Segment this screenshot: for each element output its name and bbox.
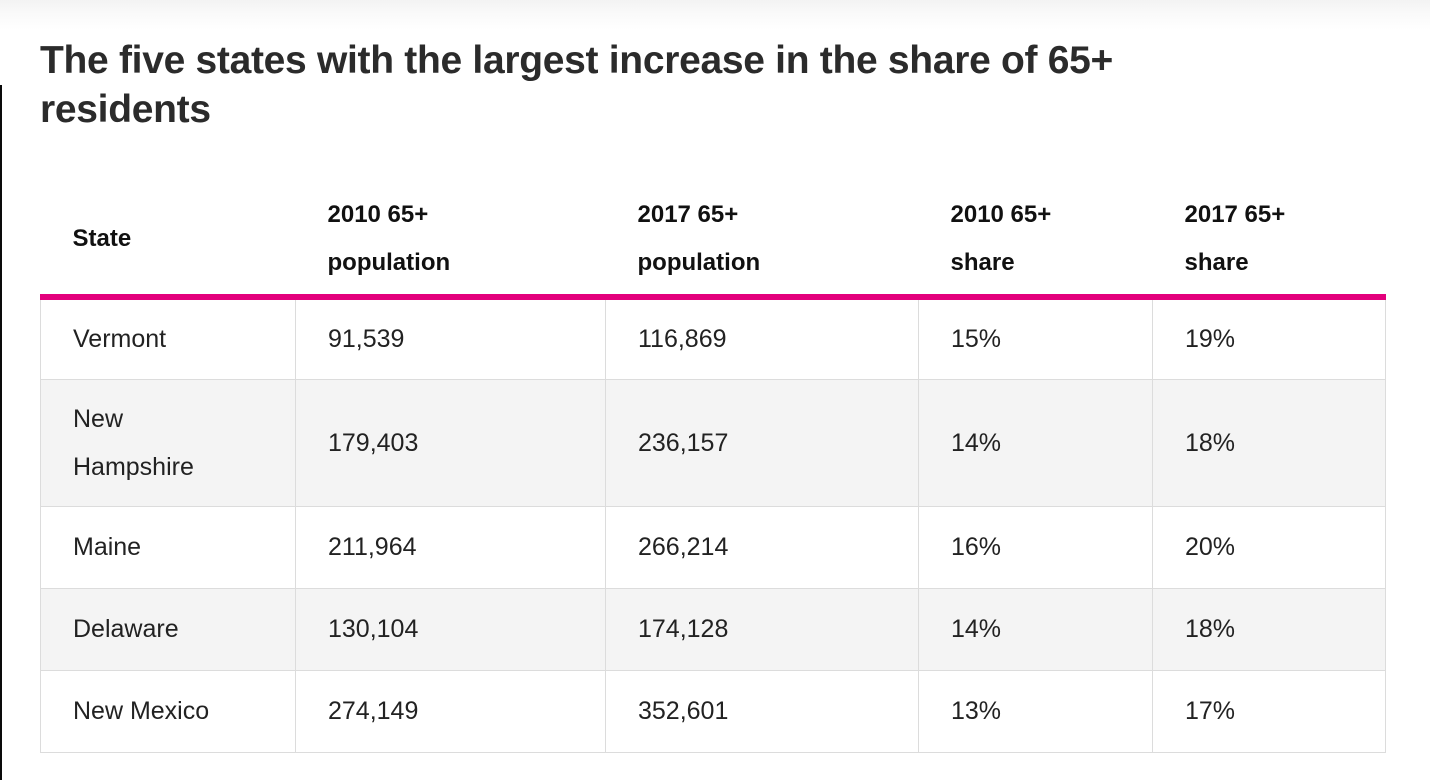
share-2017-cell: 17% [1152,670,1386,753]
state-cell: New Hampshire [40,379,296,507]
share-2010-cell: 16% [918,506,1153,589]
table-row: Delaware 130,104 174,128 14% 18% [40,588,1386,671]
table-header: State 2010 65+ population 2017 65+ popul… [40,184,1386,300]
state-cell: Delaware [40,588,296,671]
pop-2017-cell: 174,128 [605,588,919,671]
share-2010-cell: 14% [918,588,1153,671]
article-content: The five states with the largest increas… [40,39,1386,753]
pop-2017-cell: 236,157 [605,379,919,507]
share-2010-cell: 15% [918,297,1153,380]
share-2017-cell: 18% [1152,379,1386,507]
top-gradient-band [0,0,1430,30]
header-row: State 2010 65+ population 2017 65+ popul… [40,184,1386,300]
pop-2010-cell: 179,403 [295,379,606,507]
table-row: New Hampshire 179,403 236,157 14% 18% [40,379,1386,507]
share-2017-cell: 18% [1152,588,1386,671]
pop-2010-cell: 274,149 [295,670,606,753]
table-row: New Mexico 274,149 352,601 13% 17% [40,670,1386,753]
pop-2010-cell: 130,104 [295,588,606,671]
state-cell: Vermont [40,297,296,380]
page-title: The five states with the largest increas… [40,39,1114,131]
column-header-pop-2017: 2017 65+ population [605,184,919,300]
share-2010-cell: 13% [918,670,1153,753]
pop-2010-cell: 211,964 [295,506,606,589]
table-row: Vermont 91,539 116,869 15% 19% [40,297,1386,380]
column-header-state: State [40,184,296,300]
window-left-edge [0,85,2,780]
share-2017-cell: 19% [1152,297,1386,380]
column-header-share-2017: 2017 65+ share [1152,184,1386,300]
column-header-pop-2010: 2010 65+ population [295,184,606,300]
pop-2017-cell: 352,601 [605,670,919,753]
pop-2017-cell: 266,214 [605,506,919,589]
table-body: Vermont 91,539 116,869 15% 19% New Hamps… [40,297,1386,753]
share-2010-cell: 14% [918,379,1153,507]
population-65plus-table: State 2010 65+ population 2017 65+ popul… [40,184,1386,753]
pop-2017-cell: 116,869 [605,297,919,380]
share-2017-cell: 20% [1152,506,1386,589]
column-header-share-2010: 2010 65+ share [918,184,1153,300]
table-row: Maine 211,964 266,214 16% 20% [40,506,1386,589]
pop-2010-cell: 91,539 [295,297,606,380]
state-cell: Maine [40,506,296,589]
state-cell: New Mexico [40,670,296,753]
